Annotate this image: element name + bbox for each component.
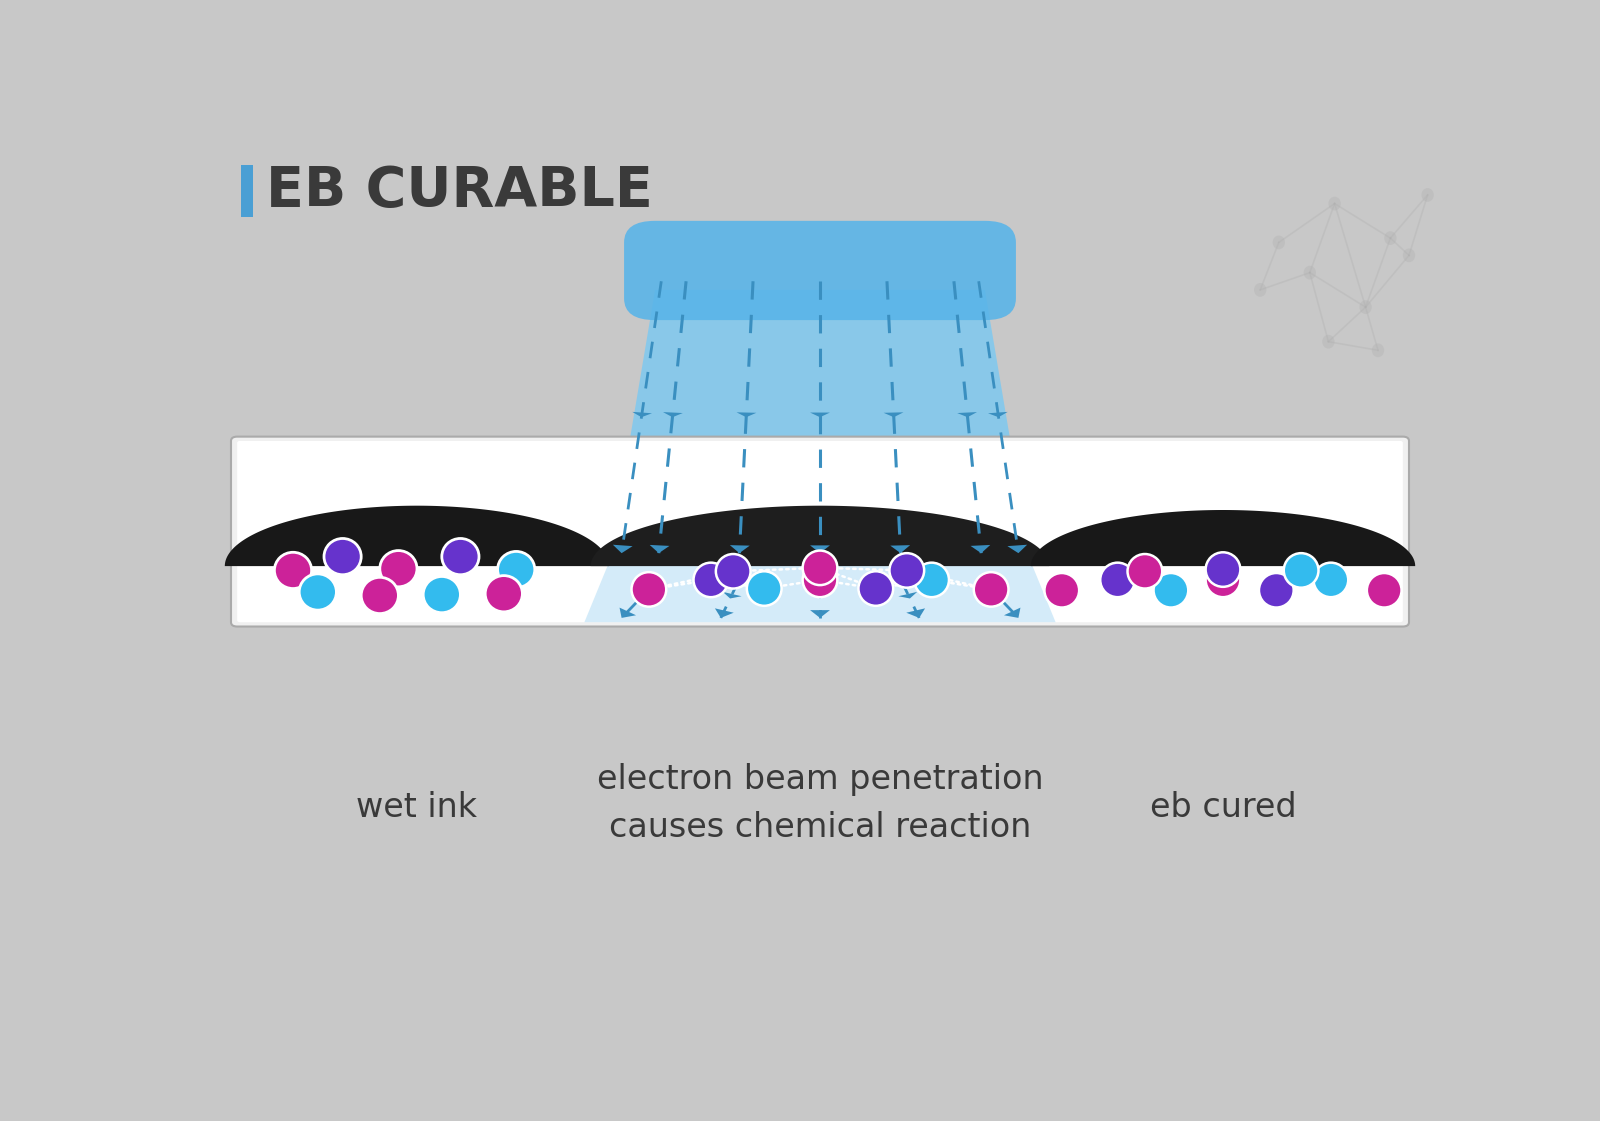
Ellipse shape xyxy=(299,574,336,610)
Ellipse shape xyxy=(1259,573,1294,608)
Ellipse shape xyxy=(1366,573,1402,608)
Polygon shape xyxy=(730,545,750,553)
Text: eb cured: eb cured xyxy=(1150,791,1296,824)
Polygon shape xyxy=(619,608,637,618)
Polygon shape xyxy=(590,506,1050,566)
Ellipse shape xyxy=(1328,196,1341,211)
Ellipse shape xyxy=(275,553,312,589)
Polygon shape xyxy=(584,562,1056,622)
Polygon shape xyxy=(610,290,1030,562)
Polygon shape xyxy=(810,610,830,618)
Text: electron beam penetration
causes chemical reaction: electron beam penetration causes chemica… xyxy=(597,762,1043,844)
Ellipse shape xyxy=(803,563,837,597)
Ellipse shape xyxy=(1154,573,1189,608)
Ellipse shape xyxy=(1403,249,1416,262)
Polygon shape xyxy=(906,609,925,618)
Polygon shape xyxy=(736,413,757,417)
Ellipse shape xyxy=(693,563,728,597)
Polygon shape xyxy=(1003,608,1021,618)
Text: wet ink: wet ink xyxy=(357,791,477,824)
Ellipse shape xyxy=(323,538,362,575)
Ellipse shape xyxy=(422,576,461,613)
Polygon shape xyxy=(1030,510,1416,566)
Ellipse shape xyxy=(1272,235,1285,249)
Ellipse shape xyxy=(1384,231,1397,245)
FancyBboxPatch shape xyxy=(237,441,1403,622)
Ellipse shape xyxy=(715,554,750,589)
Polygon shape xyxy=(613,545,632,553)
Polygon shape xyxy=(635,591,653,599)
Ellipse shape xyxy=(890,553,925,587)
Ellipse shape xyxy=(1421,188,1434,202)
Polygon shape xyxy=(810,413,830,417)
Ellipse shape xyxy=(1283,553,1318,587)
Polygon shape xyxy=(584,562,1056,622)
Ellipse shape xyxy=(1322,335,1334,349)
Polygon shape xyxy=(224,506,610,566)
Ellipse shape xyxy=(1045,573,1078,608)
Polygon shape xyxy=(890,545,910,553)
Ellipse shape xyxy=(362,577,398,613)
Ellipse shape xyxy=(974,572,1008,606)
Ellipse shape xyxy=(1314,563,1349,597)
Polygon shape xyxy=(662,413,683,417)
Ellipse shape xyxy=(859,572,893,605)
Ellipse shape xyxy=(1101,563,1134,597)
Polygon shape xyxy=(987,591,1005,599)
Ellipse shape xyxy=(914,563,949,597)
Ellipse shape xyxy=(632,572,666,606)
Ellipse shape xyxy=(1128,554,1162,589)
Ellipse shape xyxy=(379,550,418,586)
Polygon shape xyxy=(971,545,990,553)
Polygon shape xyxy=(1008,545,1027,553)
Ellipse shape xyxy=(1360,300,1371,314)
Polygon shape xyxy=(989,411,1008,417)
Ellipse shape xyxy=(498,552,534,587)
Ellipse shape xyxy=(442,538,478,575)
Polygon shape xyxy=(883,413,904,417)
Ellipse shape xyxy=(1206,563,1240,597)
Polygon shape xyxy=(632,411,651,417)
Polygon shape xyxy=(810,546,830,553)
Ellipse shape xyxy=(1206,553,1240,586)
FancyBboxPatch shape xyxy=(230,436,1410,627)
Polygon shape xyxy=(957,413,978,417)
Ellipse shape xyxy=(485,575,522,612)
Polygon shape xyxy=(810,594,830,599)
Polygon shape xyxy=(723,592,742,599)
Polygon shape xyxy=(898,592,917,599)
Bar xyxy=(242,165,253,216)
Ellipse shape xyxy=(747,572,781,605)
Polygon shape xyxy=(715,609,734,618)
Polygon shape xyxy=(650,545,669,553)
Ellipse shape xyxy=(1304,266,1315,279)
Ellipse shape xyxy=(1371,343,1384,358)
Ellipse shape xyxy=(1254,282,1267,297)
FancyBboxPatch shape xyxy=(624,221,1016,321)
Text: EB CURABLE: EB CURABLE xyxy=(266,164,653,217)
Ellipse shape xyxy=(803,550,837,585)
